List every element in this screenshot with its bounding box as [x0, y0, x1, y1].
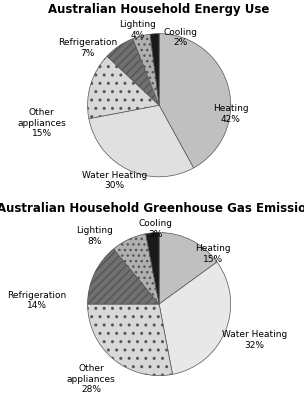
Title: Australian Household Greenhouse Gas Emissions: Australian Household Greenhouse Gas Emis… [0, 202, 304, 215]
Wedge shape [159, 34, 231, 168]
Wedge shape [150, 34, 159, 105]
Text: Water Heating
32%: Water Heating 32% [222, 330, 287, 350]
Text: Heating
15%: Heating 15% [195, 244, 230, 264]
Text: Refrigeration
14%: Refrigeration 14% [7, 291, 66, 310]
Wedge shape [107, 39, 159, 105]
Wedge shape [89, 105, 194, 177]
Text: Cooling
2%: Cooling 2% [164, 28, 198, 47]
Text: Water Heating
30%: Water Heating 30% [82, 171, 147, 190]
Wedge shape [133, 34, 159, 105]
Wedge shape [159, 262, 231, 374]
Text: Refrigeration
7%: Refrigeration 7% [58, 38, 117, 58]
Wedge shape [88, 304, 173, 376]
Text: Other
appliances
15%: Other appliances 15% [17, 108, 66, 138]
Text: Lighting
4%: Lighting 4% [119, 20, 156, 40]
Title: Australian Household Energy Use: Australian Household Energy Use [48, 3, 270, 16]
Wedge shape [88, 249, 159, 304]
Text: Heating
42%: Heating 42% [213, 104, 248, 124]
Text: Other
appliances
28%: Other appliances 28% [67, 364, 116, 394]
Wedge shape [113, 234, 159, 304]
Wedge shape [88, 56, 159, 119]
Wedge shape [146, 232, 159, 304]
Wedge shape [159, 232, 217, 304]
Text: Cooling
3%: Cooling 3% [139, 219, 173, 239]
Text: Lighting
8%: Lighting 8% [76, 226, 113, 246]
